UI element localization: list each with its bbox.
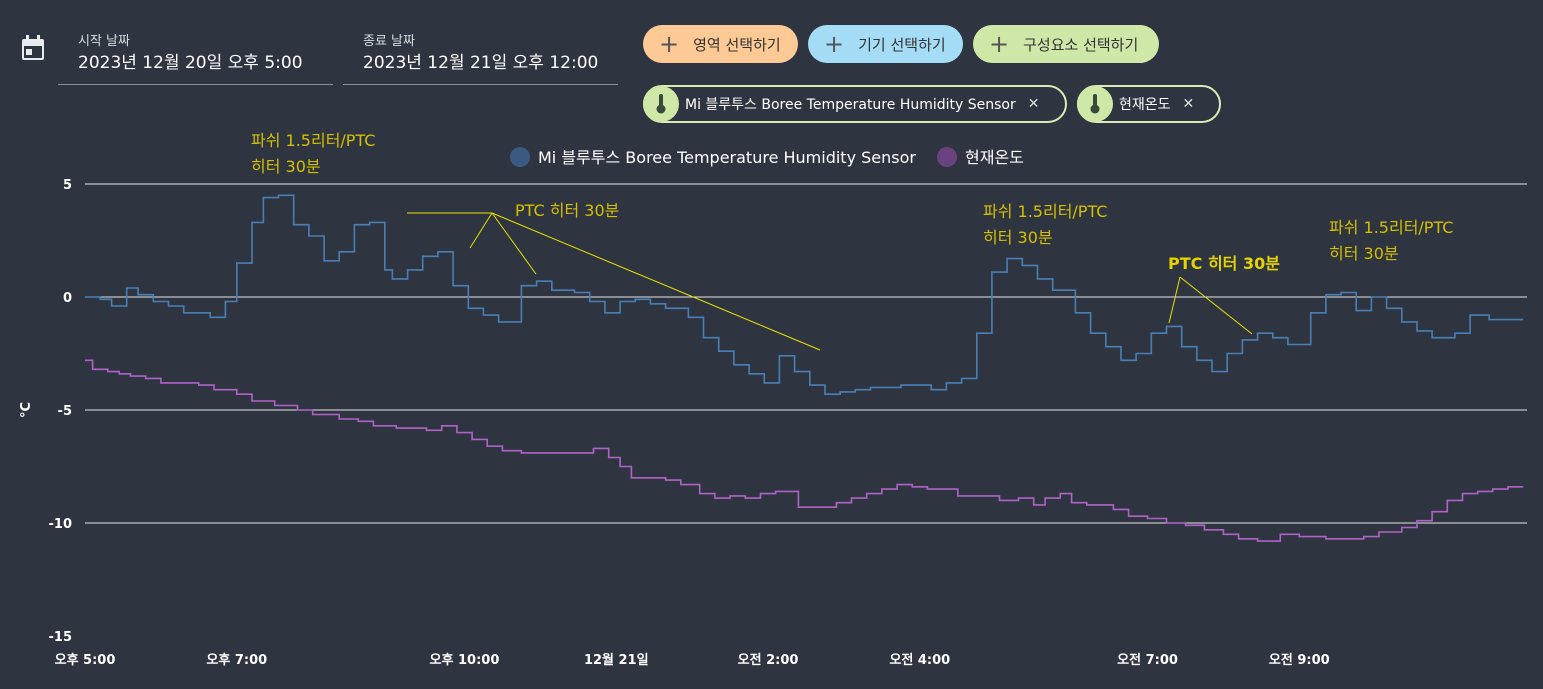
annotation-text: 히터 30분 <box>983 228 1053 247</box>
select-area-label: 영역 선택하기 <box>693 35 781 54</box>
y-tick-label: -5 <box>58 404 72 419</box>
annotation-pointer <box>469 212 493 249</box>
close-icon[interactable]: ✕ <box>1182 96 1195 112</box>
y-tick-label: 0 <box>63 291 72 306</box>
select-component-label: 구성요소 선택하기 <box>1023 35 1139 54</box>
annotation-pointer <box>1179 276 1253 335</box>
start-date-label: 시작 날짜 <box>78 34 130 49</box>
annotation-pointer <box>491 212 537 275</box>
annotation-text: 파쉬 1.5리터/PTC <box>1329 218 1453 237</box>
end-date-label: 종료 날짜 <box>363 34 415 49</box>
x-tick-label: 오후 5:00 <box>55 652 116 668</box>
chip-sensor[interactable]: Mi 블루투스 Boree Temperature Humidity Senso… <box>643 85 1067 123</box>
chip-sensor-label: Mi 블루투스 Boree Temperature Humidity Senso… <box>685 97 1016 113</box>
annotation-text: PTC 히터 30분 <box>1168 254 1280 273</box>
series-line-1 <box>85 194 1524 395</box>
start-date-field[interactable]: 시작 날짜 2023년 12월 20일 오후 5:00 <box>58 24 333 85</box>
x-tick-label: 12월 21일 <box>584 652 649 668</box>
x-tick-label: 오전 2:00 <box>738 652 799 668</box>
legend-label: 현재온도 <box>965 148 1024 167</box>
annotation-pointer <box>1168 276 1181 324</box>
select-area-button[interactable]: + 영역 선택하기 <box>643 25 798 63</box>
start-date-value: 2023년 12월 20일 오후 5:00 <box>78 53 303 73</box>
x-tick-label: 오전 9:00 <box>1269 652 1330 668</box>
thermometer-icon <box>1077 86 1113 122</box>
y-tick-label: -10 <box>49 517 73 532</box>
annotation-text: 파쉬 1.5리터/PTC <box>251 131 375 150</box>
annotation-text: 히터 30분 <box>251 157 321 176</box>
x-tick-label: 오전 4:00 <box>889 652 950 668</box>
select-component-button[interactable]: + 구성요소 선택하기 <box>973 25 1159 63</box>
plus-icon: + <box>824 30 845 58</box>
x-tick-label: 오전 7:00 <box>1117 652 1178 668</box>
plus-icon: + <box>659 30 680 58</box>
chip-current-temp[interactable]: 현재온도 ✕ <box>1077 85 1221 123</box>
calendar-icon[interactable] <box>20 34 46 66</box>
end-date-value: 2023년 12월 21일 오후 12:00 <box>363 53 599 73</box>
annotation-pointer <box>491 212 821 351</box>
plus-icon: + <box>989 30 1010 58</box>
series-line-2 <box>85 359 1524 542</box>
close-icon[interactable]: ✕ <box>1027 96 1040 112</box>
y-tick-label: 5 <box>63 178 72 193</box>
chip-current-temp-label: 현재온도 <box>1119 97 1171 113</box>
select-device-button[interactable]: + 기기 선택하기 <box>808 25 963 63</box>
annotation-text: 파쉬 1.5리터/PTC <box>983 202 1107 221</box>
x-tick-label: 오후 10:00 <box>430 652 500 668</box>
annotation-text: 히터 30분 <box>1329 244 1399 263</box>
end-date-field[interactable]: 종료 날짜 2023년 12월 21일 오후 12:00 <box>343 24 618 85</box>
legend-marker <box>510 147 530 167</box>
select-device-label: 기기 선택하기 <box>858 35 946 54</box>
legend-marker <box>937 147 957 167</box>
thermometer-icon <box>643 86 679 122</box>
y-axis-label: °C <box>19 402 34 418</box>
legend-label: Mi 블루투스 Boree Temperature Humidity Senso… <box>538 148 916 167</box>
annotation-text: PTC 히터 30분 <box>515 201 619 220</box>
y-tick-label: -15 <box>49 630 73 645</box>
x-tick-label: 오후 7:00 <box>206 652 267 668</box>
